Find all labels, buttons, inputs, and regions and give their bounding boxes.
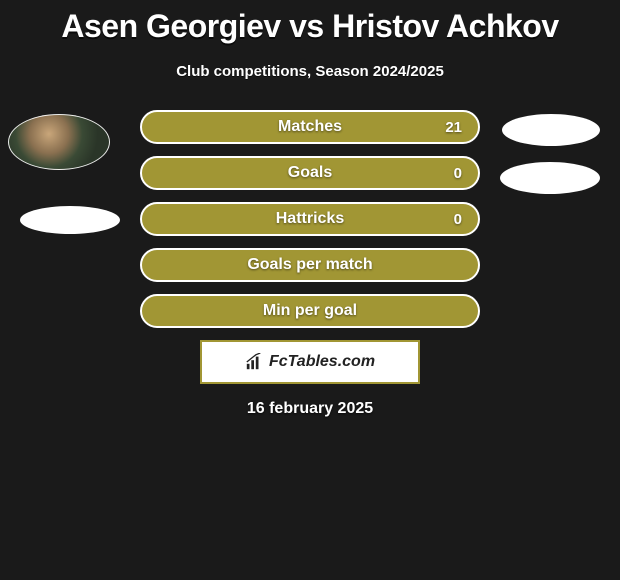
player1-avatar (8, 114, 110, 170)
stat-label: Goals per match (247, 256, 372, 274)
stat-label: Matches (278, 118, 342, 136)
stat-row-hattricks: Hattricks 0 (140, 202, 480, 236)
stat-row-matches: Matches 21 (140, 110, 480, 144)
page-title: Asen Georgiev vs Hristov Achkov (0, 8, 620, 45)
stat-label: Hattricks (276, 210, 344, 228)
stat-row-goals: Goals 0 (140, 156, 480, 190)
stat-label: Min per goal (263, 302, 357, 320)
player2-pill-bottom (500, 162, 600, 194)
player2-pill-top (502, 114, 600, 146)
stat-bars: Matches 21 Goals 0 Hattricks 0 Goals per… (140, 110, 480, 328)
subtitle: Club competitions, Season 2024/2025 (0, 63, 620, 80)
stat-row-min-per-goal: Min per goal (140, 294, 480, 328)
stats-area: Matches 21 Goals 0 Hattricks 0 Goals per… (0, 110, 620, 418)
chart-icon (245, 353, 263, 371)
stat-label: Goals (288, 164, 332, 182)
stat-value: 0 (454, 211, 462, 228)
stat-row-goals-per-match: Goals per match (140, 248, 480, 282)
stat-value: 21 (445, 119, 462, 136)
fctables-text: FcTables.com (269, 353, 375, 371)
player1-name-pill (20, 206, 120, 234)
date-text: 16 february 2025 (0, 400, 620, 418)
stat-value: 0 (454, 165, 462, 182)
comparison-card: Asen Georgiev vs Hristov Achkov Club com… (0, 0, 620, 418)
fctables-badge[interactable]: FcTables.com (200, 340, 420, 384)
